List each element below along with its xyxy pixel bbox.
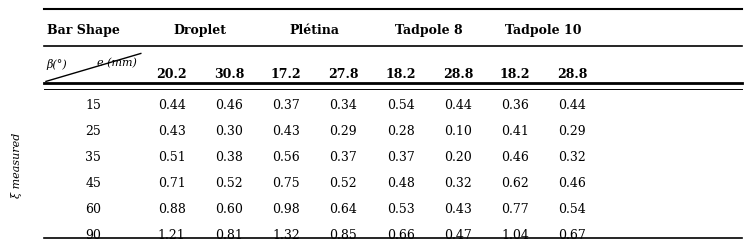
Text: Tadpole 10: Tadpole 10 <box>505 24 582 37</box>
Text: 18.2: 18.2 <box>386 68 416 81</box>
Text: 0.44: 0.44 <box>558 99 587 112</box>
Text: 0.29: 0.29 <box>330 125 357 138</box>
Text: 0.98: 0.98 <box>273 203 300 216</box>
Text: 17.2: 17.2 <box>271 68 301 81</box>
Text: 0.32: 0.32 <box>559 151 586 164</box>
Text: 0.51: 0.51 <box>158 151 185 164</box>
Text: 25: 25 <box>86 125 101 138</box>
Text: 0.60: 0.60 <box>215 203 243 216</box>
Text: 0.77: 0.77 <box>501 203 529 216</box>
Text: 0.38: 0.38 <box>215 151 243 164</box>
Text: 0.29: 0.29 <box>559 125 586 138</box>
Text: 60: 60 <box>85 203 102 216</box>
Text: 15: 15 <box>85 99 102 112</box>
Text: 0.43: 0.43 <box>444 203 472 216</box>
Text: 0.30: 0.30 <box>215 125 243 138</box>
Text: 0.88: 0.88 <box>157 203 186 216</box>
Text: β(°): β(°) <box>46 59 67 70</box>
Text: Plétina: Plétina <box>290 24 340 37</box>
Text: 0.37: 0.37 <box>330 151 357 164</box>
Text: 0.32: 0.32 <box>444 177 471 190</box>
Text: 0.48: 0.48 <box>386 177 415 190</box>
Text: 0.37: 0.37 <box>273 99 300 112</box>
Text: 27.8: 27.8 <box>328 68 358 81</box>
Text: 0.36: 0.36 <box>501 99 529 112</box>
Text: 0.41: 0.41 <box>501 125 529 138</box>
Text: 0.43: 0.43 <box>157 125 186 138</box>
Text: 0.81: 0.81 <box>215 229 243 242</box>
Text: 0.64: 0.64 <box>329 203 358 216</box>
Text: 0.28: 0.28 <box>387 125 414 138</box>
Text: 90: 90 <box>85 229 102 242</box>
Text: 0.44: 0.44 <box>157 99 186 112</box>
Text: 45: 45 <box>85 177 102 190</box>
Text: Tadpole 8: Tadpole 8 <box>395 24 463 37</box>
Text: 0.46: 0.46 <box>501 151 529 164</box>
Text: Droplet: Droplet <box>174 24 227 37</box>
Text: Bar Shape: Bar Shape <box>47 24 120 37</box>
Text: 0.47: 0.47 <box>444 229 471 242</box>
Text: 30.8: 30.8 <box>214 68 244 81</box>
Text: 0.54: 0.54 <box>559 203 586 216</box>
Text: 1.04: 1.04 <box>501 229 529 242</box>
Text: 0.43: 0.43 <box>272 125 300 138</box>
Text: 0.46: 0.46 <box>558 177 587 190</box>
Text: 18.2: 18.2 <box>500 68 530 81</box>
Text: 0.44: 0.44 <box>444 99 472 112</box>
Text: ξ measured: ξ measured <box>11 132 22 198</box>
Text: 0.56: 0.56 <box>273 151 300 164</box>
Text: 0.53: 0.53 <box>387 203 414 216</box>
Text: 0.54: 0.54 <box>387 99 414 112</box>
Text: 0.66: 0.66 <box>386 229 415 242</box>
Text: 0.71: 0.71 <box>158 177 185 190</box>
Text: 0.34: 0.34 <box>329 99 358 112</box>
Text: e (mm): e (mm) <box>97 58 137 68</box>
Text: 0.52: 0.52 <box>330 177 357 190</box>
Text: 0.85: 0.85 <box>330 229 357 242</box>
Text: 28.8: 28.8 <box>557 68 587 81</box>
Text: 0.46: 0.46 <box>215 99 243 112</box>
Text: 0.10: 0.10 <box>444 125 472 138</box>
Text: 0.20: 0.20 <box>444 151 471 164</box>
Text: 0.67: 0.67 <box>559 229 586 242</box>
Text: 28.8: 28.8 <box>443 68 473 81</box>
Text: 0.75: 0.75 <box>273 177 300 190</box>
Text: 0.62: 0.62 <box>501 177 529 190</box>
Text: 1.32: 1.32 <box>273 229 300 242</box>
Text: 35: 35 <box>85 151 102 164</box>
Text: 0.37: 0.37 <box>387 151 414 164</box>
Text: 1.21: 1.21 <box>158 229 185 242</box>
Text: 20.2: 20.2 <box>157 68 187 81</box>
Text: 0.52: 0.52 <box>215 177 242 190</box>
